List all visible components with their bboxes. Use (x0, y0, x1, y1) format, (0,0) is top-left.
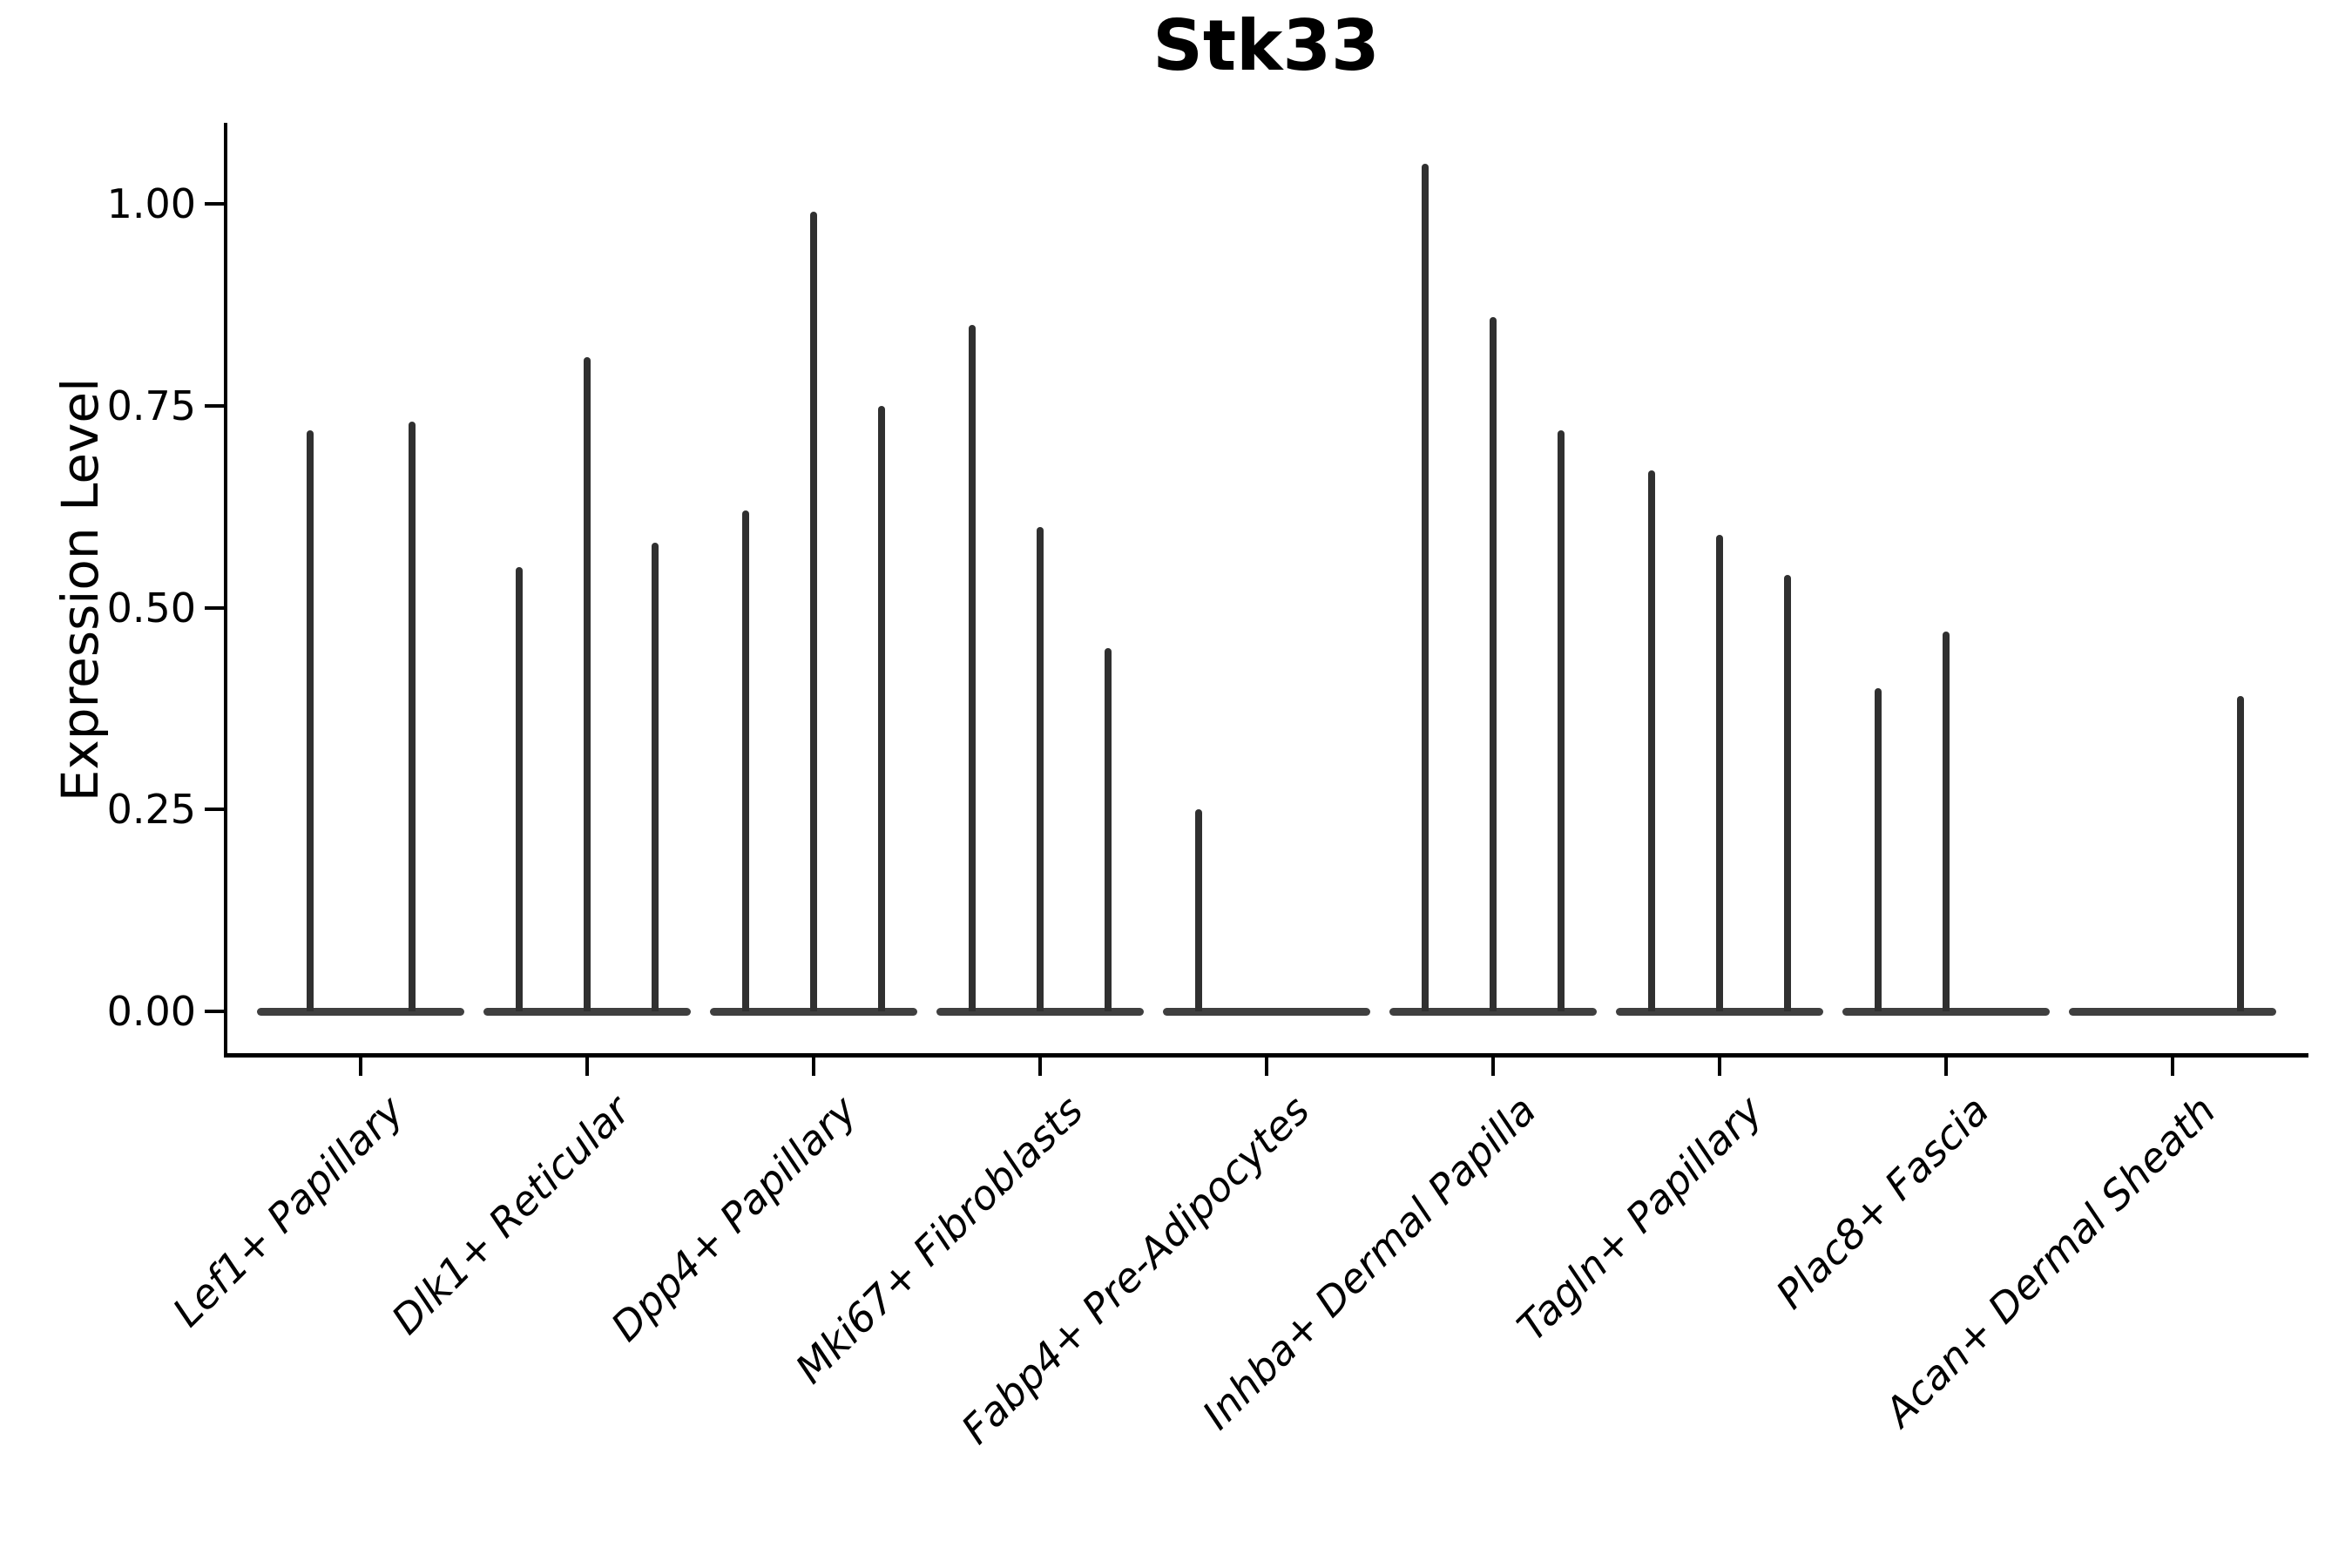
chart-title: Stk33 (1152, 5, 1380, 86)
violin-base (936, 1008, 1144, 1016)
x-tick-label: Dpp4+ Papillary (601, 1086, 866, 1351)
x-tick (585, 1057, 589, 1076)
y-tick-label: 0.50 (106, 584, 196, 632)
x-tick (1265, 1057, 1268, 1076)
violin-spike (1490, 316, 1497, 1011)
x-tick (2171, 1057, 2174, 1076)
violin-base (2069, 1008, 2276, 1016)
violin-spike (1037, 526, 1044, 1011)
x-tick (359, 1057, 362, 1076)
violin-spike (969, 325, 976, 1011)
violin-spike (810, 212, 817, 1011)
violin-base (257, 1008, 464, 1016)
y-tick (205, 808, 224, 812)
y-tick-label: 0.75 (106, 382, 196, 429)
violin-spike (1558, 429, 1565, 1011)
violin-spike (306, 429, 314, 1011)
x-tick-label: Tagln+ Papillary (1508, 1086, 1772, 1350)
violin-spike (408, 422, 416, 1011)
violin-spike (1648, 470, 1655, 1011)
y-axis-spine (224, 123, 227, 1057)
y-tick-label: 1.00 (106, 180, 196, 227)
violin-spike (1195, 809, 1202, 1011)
violin-base (1389, 1008, 1597, 1016)
x-tick (1491, 1057, 1495, 1076)
x-tick-label: Plac8+ Fascia (1767, 1086, 1998, 1318)
violin-spike (516, 567, 523, 1011)
x-tick-label: Mki67+ Fibroblasts (786, 1086, 1092, 1393)
violin-base (710, 1008, 917, 1016)
y-tick (205, 403, 224, 408)
violin-spike (878, 405, 885, 1011)
violin-spike (1422, 163, 1429, 1011)
x-tick (1944, 1057, 1948, 1076)
violin-base (1616, 1008, 1823, 1016)
violin-spike (1105, 647, 1112, 1011)
violin-base (483, 1008, 691, 1016)
violin-spike (584, 357, 591, 1011)
x-tick-label: Inhba+ Dermal Papilla (1193, 1086, 1545, 1439)
x-tick (1718, 1057, 1721, 1076)
violin-spike (2237, 696, 2244, 1011)
violin-spike (1716, 535, 1723, 1011)
violin-base (1163, 1008, 1370, 1016)
violin-spike (742, 510, 749, 1011)
violin-spike (1943, 632, 1950, 1011)
y-tick (205, 202, 224, 206)
violin-base (1842, 1008, 2050, 1016)
y-tick (205, 1010, 224, 1013)
x-tick-label: Fabp4+ Pre-Adipocytes (952, 1086, 1319, 1453)
x-axis-spine (224, 1053, 2308, 1058)
y-tick (205, 605, 224, 610)
y-tick-label: 0.00 (106, 988, 196, 1035)
y-tick-label: 0.25 (106, 786, 196, 834)
x-tick (1038, 1057, 1042, 1076)
violin-spike (652, 543, 659, 1011)
violin-spike (1784, 575, 1791, 1011)
x-tick-label: Acan+ Dermal Sheath (1876, 1086, 2225, 1436)
x-tick-label: Dlk1+ Reticular (382, 1086, 639, 1344)
x-tick (812, 1057, 815, 1076)
violin-spike (1875, 688, 1882, 1011)
